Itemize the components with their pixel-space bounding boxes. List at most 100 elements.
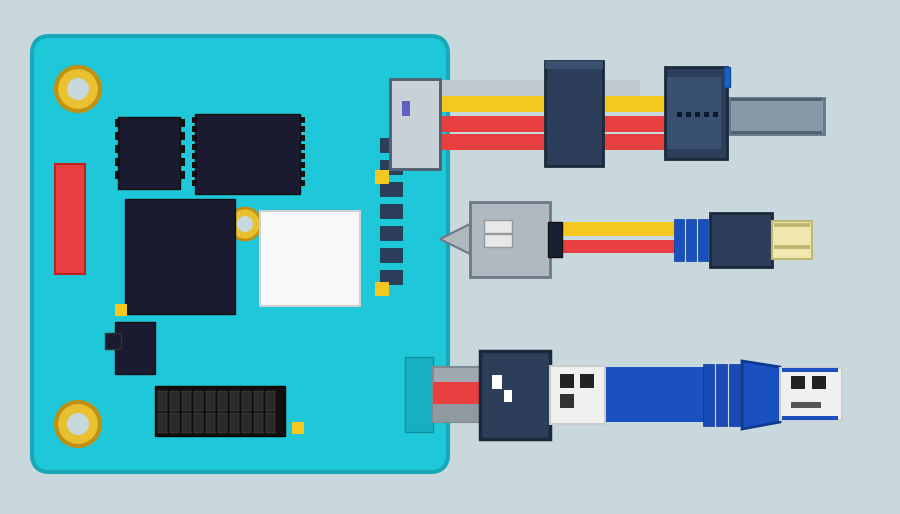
Bar (158, 391, 167, 411)
Bar (180, 119, 185, 127)
Bar (206, 413, 215, 433)
Bar (580, 374, 594, 388)
Bar (492, 375, 502, 389)
Bar (686, 219, 696, 261)
Bar (300, 153, 305, 159)
Bar (782, 368, 838, 372)
Bar (665, 67, 727, 159)
Bar (242, 413, 251, 433)
Circle shape (56, 67, 100, 111)
Bar (180, 145, 185, 153)
Bar (433, 367, 593, 422)
Bar (118, 117, 180, 189)
Bar (560, 394, 574, 408)
Bar (605, 367, 710, 422)
Bar (375, 282, 389, 296)
Bar (729, 98, 824, 134)
Bar (115, 145, 120, 153)
Bar (192, 171, 197, 177)
Bar (192, 162, 197, 168)
Bar (292, 422, 304, 434)
Bar (182, 413, 191, 433)
FancyBboxPatch shape (32, 36, 448, 472)
Bar (300, 117, 305, 123)
Circle shape (56, 402, 100, 446)
Circle shape (67, 413, 89, 435)
Bar (380, 226, 402, 240)
Bar (380, 182, 402, 196)
Bar (180, 132, 185, 140)
Circle shape (237, 216, 253, 232)
Bar (667, 77, 721, 149)
Bar (115, 322, 155, 374)
Bar (603, 96, 693, 112)
Bar (375, 170, 389, 184)
Bar (266, 391, 275, 411)
Bar (115, 171, 120, 179)
Bar (504, 390, 512, 402)
Bar (704, 112, 709, 117)
Circle shape (229, 208, 261, 240)
Bar (440, 134, 640, 150)
Bar (300, 162, 305, 168)
Bar (674, 219, 684, 261)
Bar (772, 221, 812, 259)
Bar (550, 366, 605, 424)
Bar (260, 211, 360, 306)
Bar (731, 98, 822, 101)
Bar (380, 270, 402, 284)
Bar (194, 391, 203, 411)
Bar (713, 112, 718, 117)
Bar (230, 413, 239, 433)
Bar (484, 234, 512, 247)
Bar (603, 134, 693, 150)
Bar (300, 171, 305, 177)
Bar (390, 79, 440, 169)
Bar (774, 245, 810, 249)
Bar (180, 171, 185, 179)
Bar (545, 61, 603, 166)
Bar (716, 364, 727, 426)
Bar (440, 96, 640, 112)
Bar (192, 117, 197, 123)
Bar (729, 364, 740, 426)
Bar (703, 364, 714, 426)
Bar (402, 101, 410, 116)
Bar (484, 220, 512, 233)
Bar (55, 164, 85, 274)
Bar (782, 416, 838, 420)
Bar (300, 180, 305, 186)
Bar (192, 180, 197, 186)
Bar (192, 144, 197, 150)
Bar (182, 391, 191, 411)
Bar (266, 413, 275, 433)
Polygon shape (440, 224, 470, 254)
Bar (115, 119, 120, 127)
Bar (791, 402, 821, 408)
Bar (603, 116, 693, 132)
Bar (155, 386, 285, 436)
Bar (470, 202, 550, 277)
Bar (440, 80, 640, 96)
Bar (695, 112, 700, 117)
Bar (300, 135, 305, 141)
Bar (115, 304, 127, 316)
Bar (115, 158, 120, 166)
Bar (300, 126, 305, 132)
Bar (218, 391, 227, 411)
Bar (192, 153, 197, 159)
Bar (710, 213, 772, 267)
Bar (192, 126, 197, 132)
Bar (780, 368, 842, 420)
Bar (194, 413, 203, 433)
Bar (440, 116, 640, 132)
Bar (170, 391, 179, 411)
Bar (125, 199, 235, 314)
Bar (254, 391, 263, 411)
Bar (195, 114, 300, 194)
Bar (774, 223, 810, 227)
Circle shape (67, 78, 89, 100)
Bar (170, 413, 179, 433)
Bar (380, 138, 402, 152)
Bar (115, 132, 120, 140)
